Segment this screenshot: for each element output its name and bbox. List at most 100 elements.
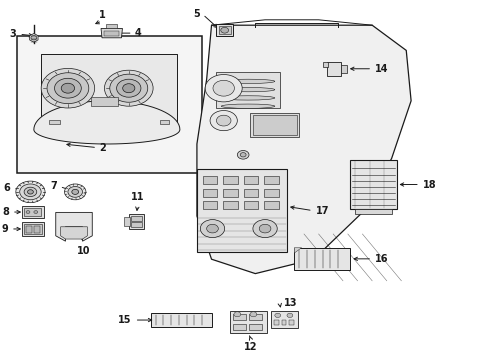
Circle shape xyxy=(259,224,270,233)
Bar xyxy=(106,24,116,28)
Bar xyxy=(243,201,258,209)
Circle shape xyxy=(206,224,218,233)
Circle shape xyxy=(68,186,82,197)
Bar xyxy=(233,314,245,320)
Circle shape xyxy=(26,211,30,213)
Bar xyxy=(21,206,43,218)
Bar xyxy=(249,324,261,330)
Bar xyxy=(23,224,41,234)
Circle shape xyxy=(31,36,37,40)
Bar xyxy=(271,311,298,328)
Bar xyxy=(216,24,233,36)
Circle shape xyxy=(16,181,45,203)
Circle shape xyxy=(27,190,33,194)
Text: 14: 14 xyxy=(374,64,388,74)
Polygon shape xyxy=(61,227,87,239)
Polygon shape xyxy=(294,248,301,253)
Text: 9: 9 xyxy=(1,224,8,234)
Circle shape xyxy=(116,79,141,97)
Polygon shape xyxy=(216,72,279,108)
Bar xyxy=(252,115,296,135)
Bar xyxy=(17,36,202,173)
Bar xyxy=(243,189,258,197)
Ellipse shape xyxy=(221,104,274,108)
Text: 7: 7 xyxy=(50,181,57,192)
Ellipse shape xyxy=(221,79,274,84)
Polygon shape xyxy=(34,101,180,144)
Polygon shape xyxy=(30,33,38,42)
Bar xyxy=(34,226,40,233)
Circle shape xyxy=(47,73,89,104)
Bar xyxy=(91,97,118,106)
Polygon shape xyxy=(197,25,410,274)
Circle shape xyxy=(252,220,277,238)
Circle shape xyxy=(200,220,224,238)
Bar xyxy=(340,65,346,73)
Bar xyxy=(223,189,237,197)
Bar xyxy=(130,216,142,221)
Text: 6: 6 xyxy=(3,183,10,193)
Circle shape xyxy=(286,313,292,318)
Circle shape xyxy=(213,80,234,96)
Polygon shape xyxy=(56,212,92,241)
Circle shape xyxy=(110,74,147,102)
Bar xyxy=(197,169,286,252)
Circle shape xyxy=(24,187,37,197)
Bar xyxy=(25,226,32,233)
Text: 16: 16 xyxy=(374,254,388,264)
Bar xyxy=(203,189,217,197)
Circle shape xyxy=(249,312,256,317)
Bar xyxy=(288,320,293,325)
Circle shape xyxy=(41,68,95,108)
Text: 18: 18 xyxy=(422,180,435,189)
Bar xyxy=(160,120,169,124)
Bar xyxy=(104,31,119,36)
Bar xyxy=(203,201,217,209)
Text: 17: 17 xyxy=(315,206,328,216)
Text: 5: 5 xyxy=(193,9,200,19)
Circle shape xyxy=(34,211,38,213)
Circle shape xyxy=(216,115,230,126)
Ellipse shape xyxy=(221,87,274,92)
Text: 1: 1 xyxy=(99,10,105,20)
Bar xyxy=(130,222,142,227)
Bar xyxy=(249,314,261,320)
Text: 13: 13 xyxy=(283,298,297,308)
Bar xyxy=(229,311,266,333)
Text: 10: 10 xyxy=(77,246,91,256)
Circle shape xyxy=(274,313,280,318)
Bar xyxy=(281,320,286,325)
Text: 12: 12 xyxy=(243,342,257,352)
Bar xyxy=(233,324,245,330)
Bar xyxy=(264,189,278,197)
Bar xyxy=(264,176,278,184)
Circle shape xyxy=(20,184,41,200)
Circle shape xyxy=(205,75,242,102)
Bar xyxy=(243,176,258,184)
Text: 15: 15 xyxy=(118,315,131,325)
Circle shape xyxy=(72,189,79,194)
Bar xyxy=(218,26,230,34)
Bar xyxy=(24,208,41,216)
Bar xyxy=(128,214,144,229)
Polygon shape xyxy=(101,28,122,38)
Circle shape xyxy=(64,184,86,200)
Circle shape xyxy=(55,78,81,98)
Circle shape xyxy=(61,83,75,93)
Ellipse shape xyxy=(221,96,274,100)
Bar xyxy=(150,313,211,327)
Circle shape xyxy=(210,111,237,131)
Bar xyxy=(123,217,129,226)
Circle shape xyxy=(233,312,240,317)
Bar xyxy=(274,320,279,325)
Text: 11: 11 xyxy=(130,192,144,202)
Circle shape xyxy=(240,153,245,157)
Bar xyxy=(322,62,327,67)
Bar xyxy=(223,176,237,184)
Bar xyxy=(21,222,43,236)
Circle shape xyxy=(104,70,153,106)
Text: 3: 3 xyxy=(9,29,16,39)
Bar xyxy=(294,248,349,270)
Bar xyxy=(326,62,340,76)
Circle shape xyxy=(220,27,228,33)
